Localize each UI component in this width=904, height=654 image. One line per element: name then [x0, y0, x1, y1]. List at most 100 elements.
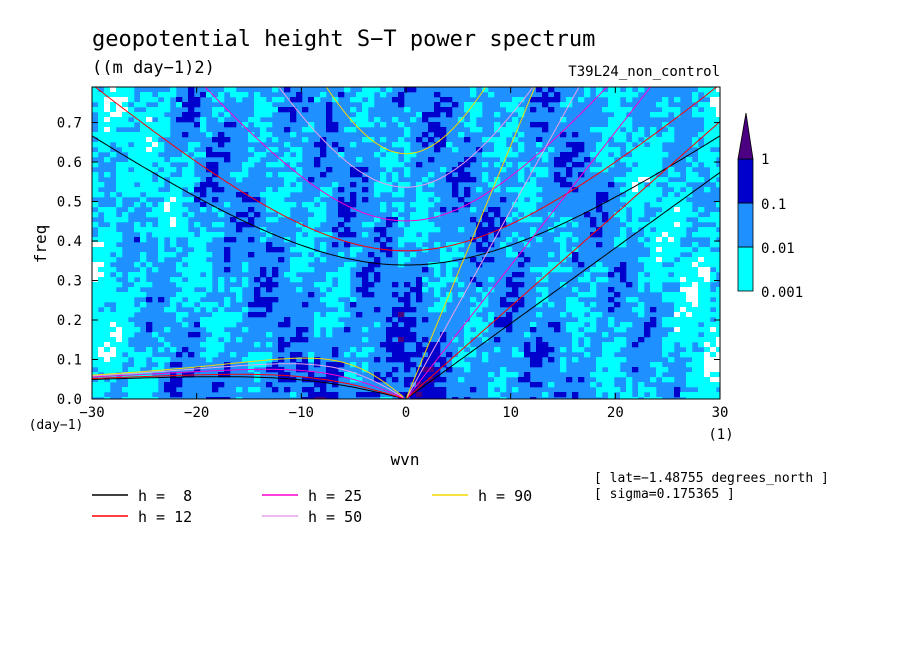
spectral-cell [554, 172, 561, 178]
spectral-cell [248, 147, 255, 153]
spectral-cell [656, 217, 663, 223]
spectral-cell [290, 357, 297, 363]
spectral-cell [476, 327, 483, 333]
spectral-cell [560, 392, 567, 398]
spectral-cell [434, 107, 441, 113]
spectral-cell [650, 277, 657, 283]
spectral-cell [170, 362, 177, 368]
spectral-cell [452, 187, 459, 193]
spectral-cell [686, 212, 693, 218]
spectral-cell [194, 252, 201, 258]
spectral-cell [512, 252, 519, 258]
spectral-cell [680, 327, 687, 333]
spectral-cell [200, 207, 207, 213]
spectral-cell [632, 187, 639, 193]
spectral-cell [542, 102, 549, 108]
spectral-cell [284, 342, 291, 348]
spectral-cell [146, 202, 153, 208]
spectral-cell [128, 272, 135, 278]
spectral-cell [440, 297, 447, 303]
spectral-cell [326, 392, 333, 398]
spectral-cell [500, 387, 507, 393]
spectral-cell [650, 377, 657, 383]
spectral-cell [458, 242, 465, 248]
spectral-cell [122, 142, 129, 148]
spectral-cell [134, 132, 141, 138]
spectral-cell [188, 97, 195, 103]
spectral-cell [194, 267, 201, 273]
spectral-cell [506, 312, 513, 318]
spectral-cell [470, 307, 477, 313]
spectral-cell [656, 247, 663, 253]
spectral-cell [278, 172, 285, 178]
spectral-cell [464, 177, 471, 183]
spectral-cell [404, 332, 411, 338]
spectral-cell [626, 387, 633, 393]
spectral-cell [248, 137, 255, 143]
spectral-cell [176, 202, 183, 208]
spectral-cell [344, 127, 351, 133]
spectral-cell [344, 292, 351, 298]
spectral-cell [350, 232, 357, 238]
spectral-cell [386, 357, 393, 363]
spectral-cell [326, 367, 333, 373]
spectral-cell [392, 157, 399, 163]
spectral-cell [212, 397, 219, 399]
spectral-cell [242, 167, 249, 173]
spectral-cell [128, 92, 135, 98]
spectral-cell [164, 192, 171, 198]
spectral-cell [488, 92, 495, 98]
spectral-cell [716, 107, 720, 113]
spectral-cell [254, 387, 261, 393]
spectral-cell [626, 322, 633, 328]
spectral-cell [644, 267, 651, 273]
spectral-cell [248, 132, 255, 138]
spectral-cell [290, 262, 297, 268]
spectral-cell [656, 397, 663, 399]
spectral-cell [530, 187, 537, 193]
spectral-cell [392, 192, 399, 198]
spectral-cell [398, 332, 405, 338]
spectral-cell [548, 382, 555, 388]
spectral-cell [98, 207, 105, 213]
spectral-cell [686, 397, 693, 399]
spectral-cell [548, 357, 555, 363]
spectral-cell [596, 387, 603, 393]
spectral-cell [104, 382, 111, 388]
spectral-cell [494, 127, 501, 133]
spectral-cell [104, 232, 111, 238]
spectral-cell [710, 117, 717, 123]
spectral-cell [548, 322, 555, 328]
spectral-cell [134, 117, 141, 123]
spectral-cell [560, 217, 567, 223]
spectral-cell [482, 212, 489, 218]
spectral-cell [632, 217, 639, 223]
spectral-cell [494, 152, 501, 158]
spectral-cell [710, 217, 717, 223]
spectral-cell [134, 362, 141, 368]
spectral-cell [212, 107, 219, 113]
spectral-cell [620, 322, 627, 328]
spectral-cell [446, 112, 453, 118]
spectral-cell [326, 397, 333, 399]
spectral-cell [428, 397, 435, 399]
spectral-cell [434, 377, 441, 383]
spectral-cell [458, 282, 465, 288]
spectral-cell [236, 397, 243, 399]
spectral-cell [134, 327, 141, 333]
spectral-cell [428, 342, 435, 348]
spectral-cell [638, 197, 645, 203]
spectral-cell [200, 242, 207, 248]
spectral-cell [98, 112, 105, 118]
spectral-cell [104, 97, 111, 103]
spectral-cell [446, 142, 453, 148]
spectral-cell [176, 352, 183, 358]
spectral-cell [494, 377, 501, 383]
spectral-cell [140, 252, 147, 258]
spectral-cell [494, 187, 501, 193]
spectral-cell [716, 167, 720, 173]
spectral-cell [374, 257, 381, 263]
spectral-cell [110, 127, 117, 133]
spectral-cell [104, 307, 111, 313]
spectral-cell [236, 222, 243, 228]
